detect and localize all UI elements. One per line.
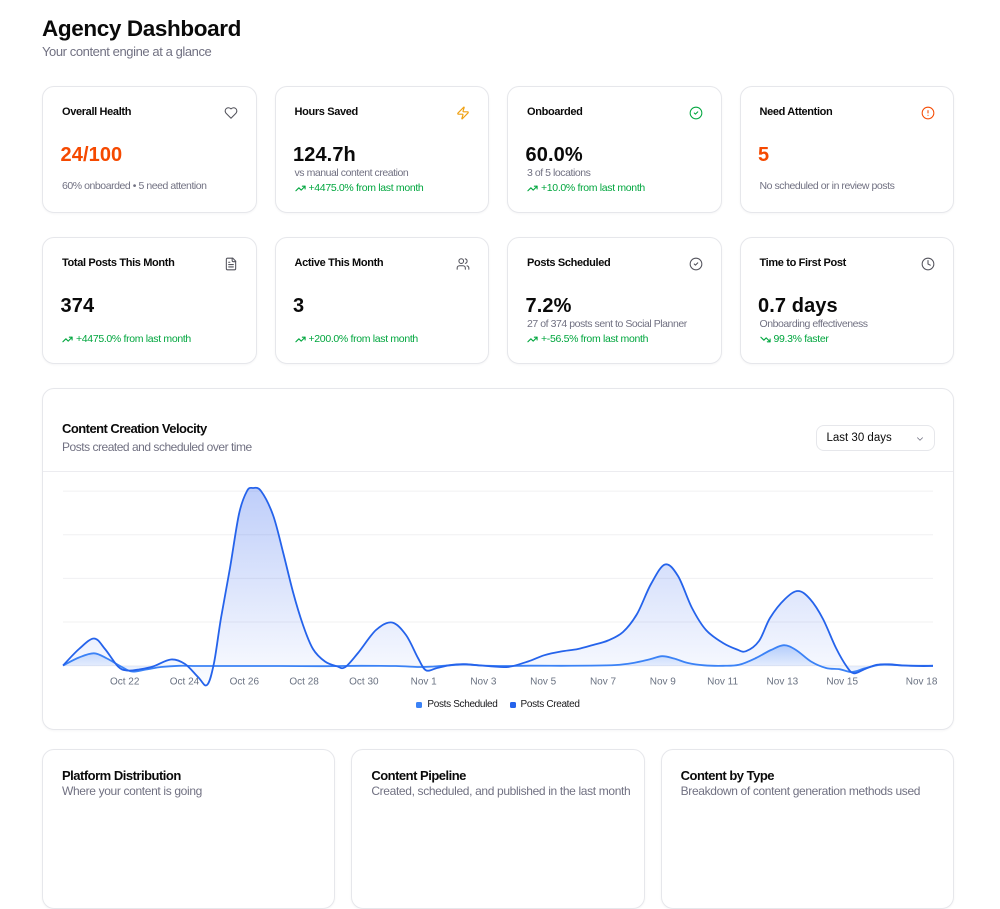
svg-text:Nov 3: Nov 3 (470, 677, 497, 688)
svg-text:Nov 9: Nov 9 (650, 677, 677, 688)
svg-text:Oct 22: Oct 22 (110, 677, 140, 688)
svg-text:Nov 13: Nov 13 (767, 677, 799, 688)
svg-text:Nov 5: Nov 5 (530, 677, 557, 688)
svg-text:Nov 11: Nov 11 (707, 677, 738, 688)
svg-text:Nov 1: Nov 1 (411, 677, 438, 688)
svg-text:Oct 30: Oct 30 (349, 677, 379, 688)
svg-text:Oct 26: Oct 26 (230, 677, 260, 688)
svg-text:Nov 7: Nov 7 (590, 677, 617, 688)
svg-text:Oct 24: Oct 24 (170, 677, 200, 688)
svg-text:Nov 15: Nov 15 (826, 677, 858, 688)
svg-text:Nov 18: Nov 18 (906, 677, 938, 688)
svg-text:Oct 28: Oct 28 (289, 677, 319, 688)
